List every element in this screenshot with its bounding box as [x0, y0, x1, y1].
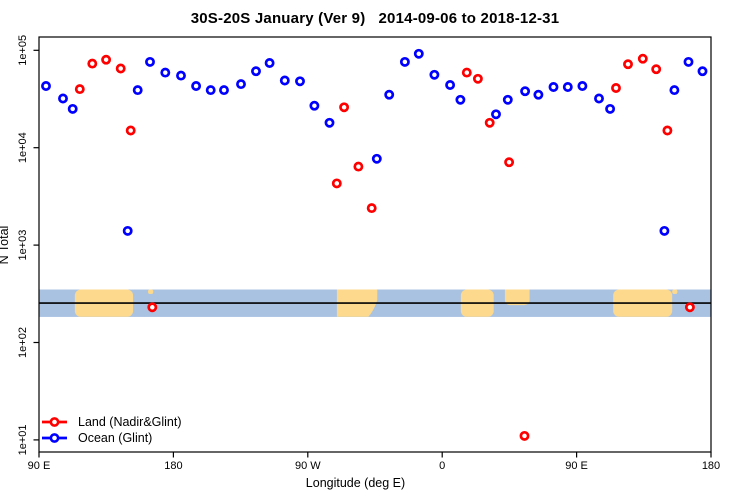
ocean-point [295, 76, 305, 87]
y-tick-label: 1e+04 [17, 132, 29, 163]
land-point [115, 63, 126, 74]
land-point [366, 203, 377, 214]
ocean-point [145, 56, 155, 67]
ocean-series [41, 48, 708, 236]
land-point [147, 302, 158, 313]
ocean-point [491, 109, 501, 120]
ocean-point [41, 81, 51, 91]
ocean-point [384, 89, 395, 100]
ocean-point [669, 85, 680, 96]
ocean-point [533, 89, 544, 100]
land-point [331, 178, 342, 189]
legend: Land (Nadir&Glint) Ocean (Glint) [41, 414, 182, 446]
y-tick-label: 1e+01 [17, 424, 29, 455]
x-tick-label: 90 W [295, 460, 321, 472]
land-point [684, 302, 695, 313]
x-axis-title: Longitude (deg E) [305, 476, 406, 490]
land-point [125, 125, 136, 136]
ocean-marker-icon [42, 433, 67, 443]
land-point [472, 73, 483, 84]
ocean-point [132, 85, 143, 96]
ocean-point [205, 85, 216, 96]
land-point [74, 84, 85, 95]
land-point [651, 64, 662, 75]
ocean-point [191, 81, 202, 91]
land-point [611, 83, 621, 93]
x-tick-label: 180 [702, 460, 720, 472]
legend-item-ocean: Ocean (Glint) [41, 430, 182, 446]
land-point [339, 102, 350, 113]
ocean-point [160, 67, 171, 78]
ocean-point [697, 66, 708, 77]
ocean-point [594, 93, 604, 104]
ocean-point [399, 56, 410, 67]
land-point [87, 58, 98, 69]
ocean-point [236, 79, 246, 90]
legend-label-ocean: Ocean (Glint) [78, 431, 153, 445]
land-series [74, 53, 695, 441]
ocean-point [413, 48, 424, 59]
ocean-point [371, 153, 382, 164]
land-point [637, 53, 648, 64]
y-tick-label: 1e+03 [17, 230, 29, 261]
map-land-region [672, 289, 678, 295]
x-tick-label: 180 [164, 460, 182, 472]
ocean-point [324, 117, 335, 128]
ocean-point [502, 94, 513, 105]
ocean-point [122, 225, 133, 236]
y-tick-label: 1e+02 [17, 327, 29, 358]
ocean-point [219, 85, 229, 96]
y-tick-label: 1e+05 [17, 35, 29, 66]
x-tick-label: 90 E [28, 460, 51, 472]
ocean-point [264, 58, 275, 68]
land-point [504, 157, 515, 168]
ocean-point [548, 82, 559, 92]
ocean-point [176, 70, 186, 81]
ocean-point [251, 66, 261, 77]
legend-item-land: Land (Nadir&Glint) [41, 414, 182, 430]
ocean-point [659, 225, 670, 236]
ocean-point [429, 69, 440, 80]
land-point [353, 161, 364, 172]
ocean-point [520, 86, 531, 97]
x-tick-label: 0 [439, 460, 445, 472]
chart-title: 30S-20S January (Ver 9) 2014-09-06 to 20… [190, 10, 560, 27]
ocean-point [309, 100, 320, 111]
land-point [662, 125, 673, 136]
ocean-point [605, 103, 616, 114]
ocean-point [58, 93, 68, 104]
plot-border [38, 36, 712, 453]
ocean-point [683, 56, 694, 67]
ocean-point [279, 75, 290, 86]
land-point [461, 67, 472, 78]
land-point [623, 59, 633, 70]
ocean-point [562, 82, 573, 92]
ocean-point [445, 80, 456, 90]
ocean-point [577, 81, 588, 91]
land-point [484, 117, 495, 128]
land-marker-icon [42, 417, 67, 427]
x-tick-label: 90 E [565, 460, 588, 472]
ocean-point [455, 94, 466, 105]
map-land-region [148, 289, 154, 295]
legend-label-land: Land (Nadir&Glint) [78, 415, 182, 429]
ocean-point [67, 103, 78, 114]
land-point [519, 430, 530, 441]
land-point [101, 54, 112, 65]
map-land-region [504, 289, 530, 306]
